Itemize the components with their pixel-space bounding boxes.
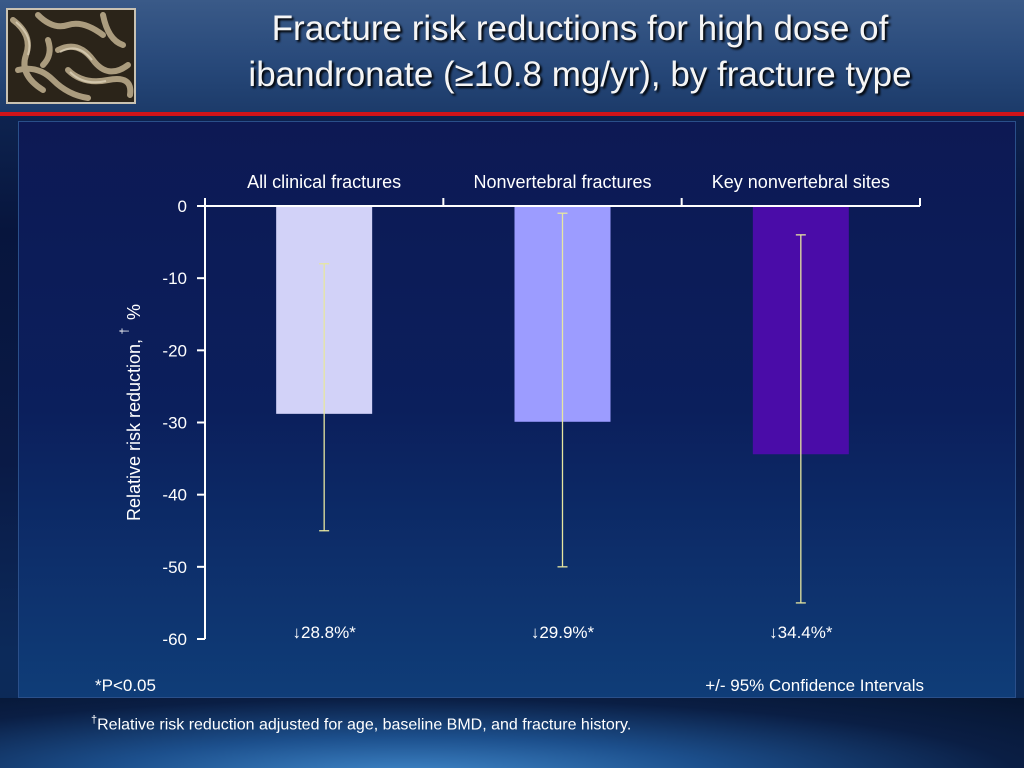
confidence-interval-note: +/- 95% Confidence Intervals [705,676,924,695]
data-label: ↓34.4%* [769,623,833,642]
y-tick-label: -10 [162,269,187,288]
y-axis-label-unit: % [124,304,144,320]
slide-title-line-1: Fracture risk reductions for high dose o… [271,9,889,48]
title-bar: Fracture risk reductions for high dose o… [0,0,1024,112]
y-axis-label-dagger: † [117,328,131,335]
background-glow [0,698,1024,768]
y-tick-label: -20 [162,341,187,360]
slide-title-line-2: ibandronate (≥10.8 mg/yr), by fracture t… [248,55,912,94]
footnote-text: Relative risk reduction adjusted for age… [97,716,632,734]
category-label: Nonvertebral fractures [473,172,651,192]
y-tick-label: -60 [162,630,187,649]
category-labels: All clinical fractures Nonvertebral fract… [247,172,890,192]
slide-title: Fracture risk reductions for high dose o… [150,6,1010,106]
y-tick-label: -30 [162,414,187,433]
footnote: †Relative risk reduction adjusted for ag… [91,714,631,734]
data-label: ↓29.9%* [531,623,595,642]
y-tick-label: 0 [178,197,187,216]
category-label: Key nonvertebral sites [712,172,890,192]
bone-texture-logo [6,8,136,104]
y-tick-label: -50 [162,558,187,577]
title-divider [0,112,1024,116]
y-tick-label: -40 [162,486,187,505]
y-axis-ticks: 0 -10 -20 -30 -40 -50 -60 [162,197,205,649]
y-axis-label: Relative risk reduction, [124,339,144,521]
footnote-dagger: † [91,714,98,726]
x-axis-ticks [204,198,921,206]
bone-texture-icon [8,10,134,102]
significance-note: *P<0.05 [95,676,156,695]
data-label: ↓28.8%* [293,623,357,642]
error-bars [319,212,806,604]
category-label: All clinical fractures [247,172,401,192]
data-labels: ↓28.8%* ↓29.9%* ↓34.4%* [293,623,833,642]
